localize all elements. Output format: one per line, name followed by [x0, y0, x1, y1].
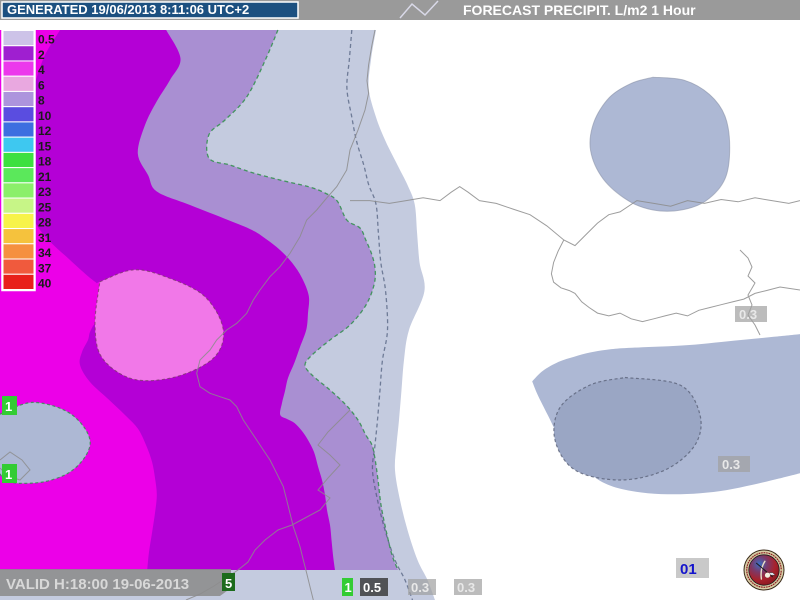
svg-text:0.5: 0.5	[38, 33, 55, 47]
svg-text:40: 40	[38, 277, 52, 291]
svg-text:1: 1	[345, 580, 352, 595]
svg-text:18: 18	[38, 155, 52, 169]
svg-text:15: 15	[38, 139, 52, 153]
svg-text:1: 1	[5, 399, 12, 414]
svg-text:6: 6	[38, 78, 45, 92]
svg-text:0.3: 0.3	[739, 307, 757, 322]
svg-text:01: 01	[680, 561, 697, 578]
svg-text:21: 21	[38, 170, 52, 184]
svg-text:5: 5	[225, 576, 232, 591]
svg-text:FORECAST PRECIPIT. L/m2 1 Ho: FORECAST PRECIPIT. L/m2 1 Hour	[463, 2, 696, 18]
svg-text:37: 37	[38, 261, 52, 275]
svg-text:1: 1	[5, 467, 12, 482]
svg-text:VALID H:18:00 19-06-2013: VALID H:18:00 19-06-2013	[6, 576, 189, 593]
svg-text:10: 10	[38, 109, 52, 123]
svg-text:4: 4	[38, 63, 45, 77]
svg-text:25: 25	[38, 200, 52, 214]
svg-text:12: 12	[38, 124, 52, 138]
svg-text:0.3: 0.3	[722, 457, 740, 472]
svg-text:23: 23	[38, 185, 52, 199]
svg-text:2: 2	[38, 48, 45, 62]
svg-text:GENERATED 19/06/2013 8:11:06 U: GENERATED 19/06/2013 8:11:06 UTC+2	[7, 2, 249, 17]
svg-text:0.5: 0.5	[363, 580, 381, 595]
svg-text:34: 34	[38, 246, 52, 260]
svg-text:8: 8	[38, 94, 45, 108]
svg-text:28: 28	[38, 216, 52, 230]
svg-text:0.3: 0.3	[457, 580, 475, 595]
svg-text:31: 31	[38, 231, 52, 245]
svg-text:0.3: 0.3	[411, 580, 429, 595]
